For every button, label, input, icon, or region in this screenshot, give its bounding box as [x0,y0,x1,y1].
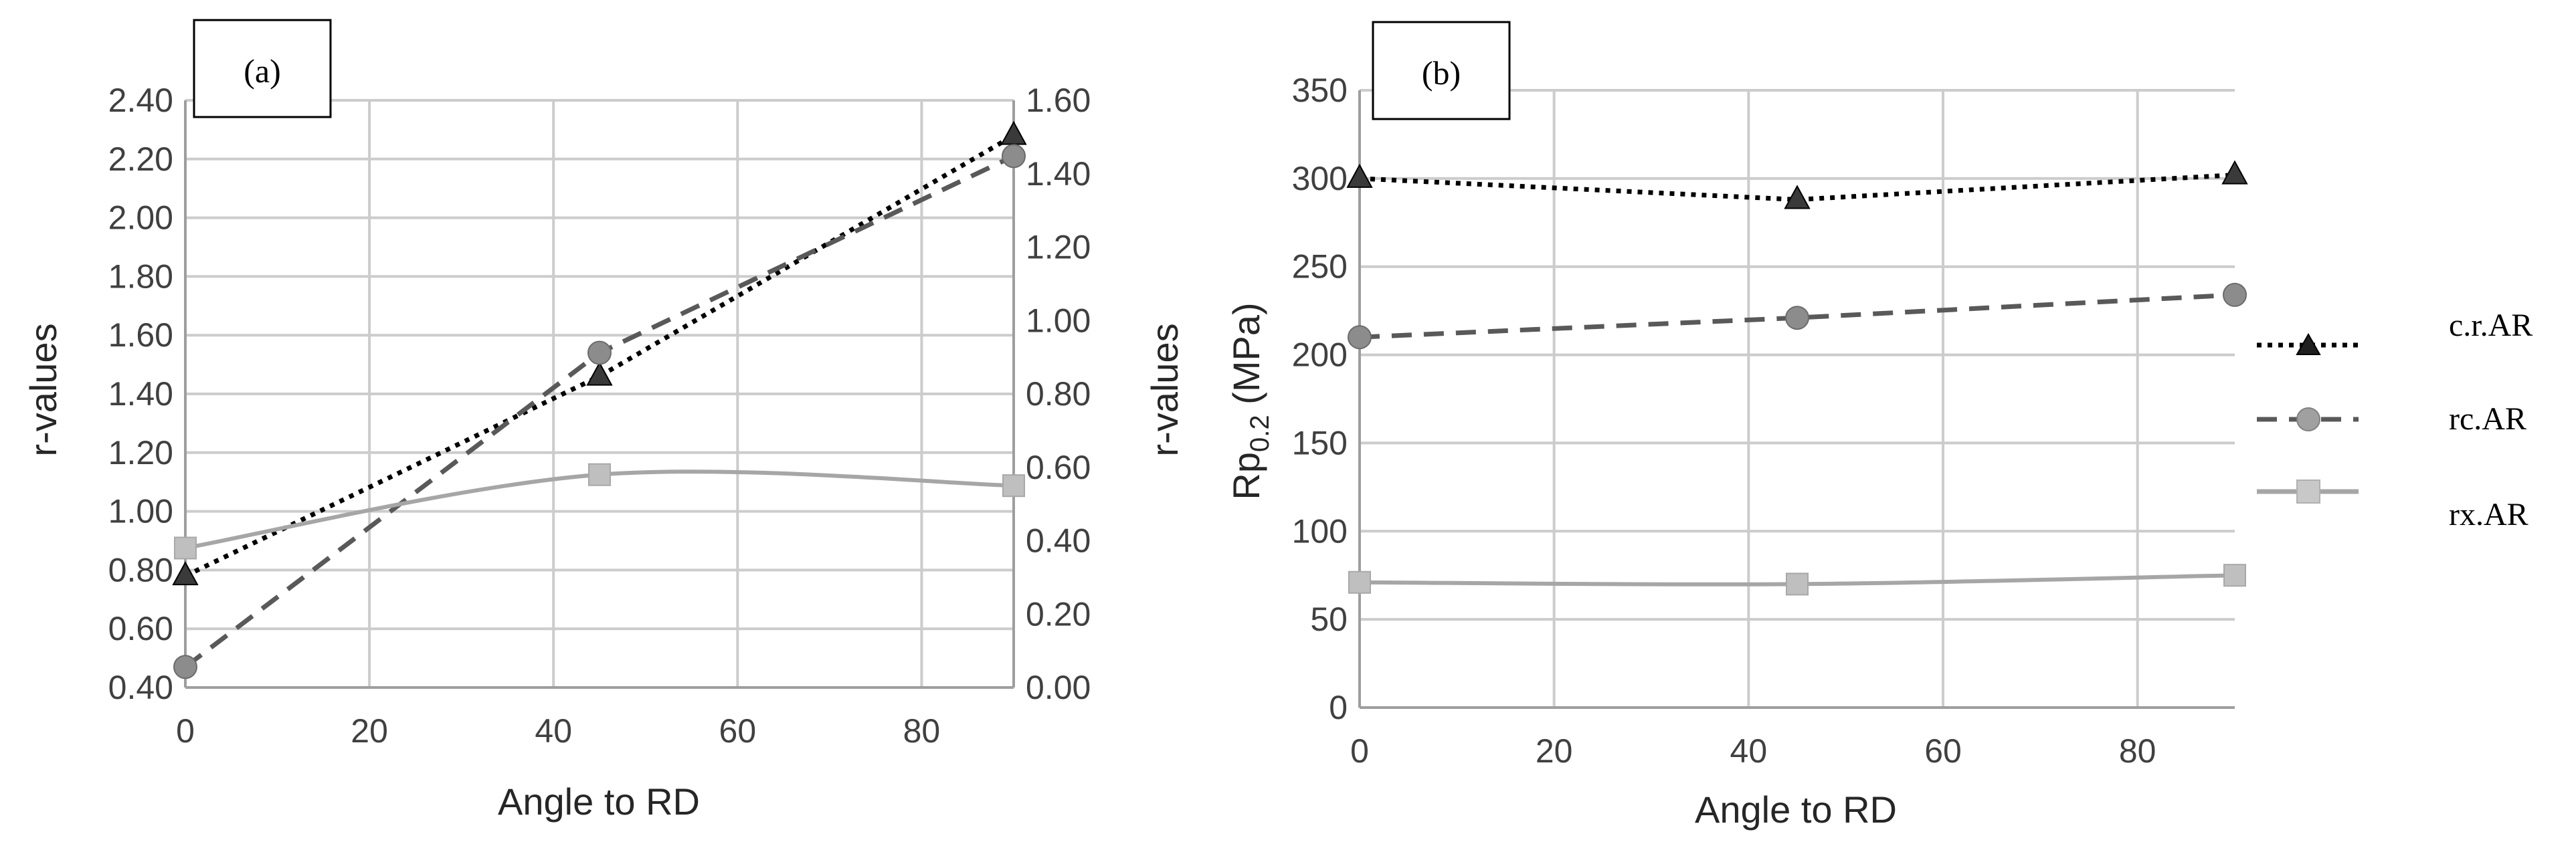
x-tick-label: 60 [719,712,757,750]
x-tick-label: 20 [1536,732,1573,770]
data-point-rc-ar [1785,306,1809,330]
y2-axis-title: r-values [1143,323,1186,456]
y-tick-label: 100 [1292,512,1348,550]
series-line-rc-ar [1359,292,2235,340]
data-point-c-r-ar [1784,185,1811,209]
data-point-rx-ar [1002,474,1025,498]
y-tick-label: 1.80 [108,257,173,295]
y2-tick-label: 1.60 [1026,82,1091,119]
panel-label-box [193,19,332,118]
chart-panel-a: 0.40 0.60 0.80 1.00 1.20 1.40 1.60 1.80 2.00 2.20… [22,19,1186,823]
panel-label-box [1372,21,1511,120]
legend-label-c-r-ar: c.r.AR [2449,308,2533,343]
legend-marker-square [2296,480,2320,504]
legend: c.r.AR rc.AR rx.AR [2257,308,2533,532]
y-tick-label: 1.00 [108,493,173,530]
data-point-c-r-ar [2221,160,2248,185]
legend-label-rx-ar: rx.AR [2449,497,2528,532]
data-point-rc-ar [1348,325,1372,350]
y-axis-title-subscript: 0.2 [1245,415,1275,452]
y-tick-label: 300 [1292,160,1348,197]
legend-marker-triangle [2296,332,2321,355]
y-tick-label: 150 [1292,424,1348,461]
y-tick-label: 350 [1292,72,1348,109]
axes [1358,90,2235,709]
series-markers [1346,160,2248,596]
y2-tick-label: 0.20 [1026,595,1091,633]
x-axis-title: Angle to RD [1695,788,1897,831]
left-y-tick-labels: 0.40 0.60 0.80 1.00 1.20 1.40 1.60 1.80 2.00 2.20… [108,82,173,706]
panel-label: (a) [244,52,281,90]
y2-tick-label: 0.80 [1026,375,1091,413]
y-tick-label: 0.80 [108,551,173,589]
y-tick-label: 2.40 [108,82,173,119]
y2-tick-label: 0.00 [1026,669,1091,706]
x-tick-label: 80 [2119,732,2156,770]
x-tick-labels: 0 20 40 60 80 [176,712,940,750]
x-tick-label: 0 [176,712,195,750]
y-tick-label: 200 [1292,336,1348,374]
x-tick-label: 80 [903,712,941,750]
x-tick-label: 40 [535,712,572,750]
x-tick-label: 40 [1730,732,1768,770]
y-tick-label: 1.40 [108,375,173,413]
y-axis-title: r-values [22,323,64,456]
x-tick-label: 60 [1924,732,1962,770]
y-axis-title: Rp0.2 (MPa) [1225,302,1275,500]
data-point-rc-ar [1002,144,1026,169]
right-y-tick-labels: 0.00 0.20 0.40 0.60 0.80 1.00 1.20 1.40 1.60 [1026,82,1091,706]
y-tick-label: 2.00 [108,199,173,237]
data-point-rx-ar [1348,570,1371,594]
y-axis-title-unit: (MPa) [1225,302,1267,415]
y-axis-title-main: Rp [1225,452,1267,500]
y-tick-labels: 0 50 100 150 200 250 300 350 [1292,72,1348,726]
series-markers [172,120,1027,679]
series-line-c-r-ar [184,133,1015,578]
series-line-c-r-ar [1359,173,2235,203]
data-point-c-r-ar [172,561,199,586]
data-point-c-r-ar [1346,163,1373,188]
chart-panel-b: 0 50 100 150 200 250 300 350 0 20 40 60 80 Angle to… [1225,21,2248,831]
data-point-rx-ar [2223,564,2246,587]
data-point-rc-ar [173,655,197,679]
y-tick-label: 1.20 [108,434,173,471]
y-tick-label: 250 [1292,248,1348,286]
legend-label-rc-ar: rc.AR [2449,401,2526,437]
y2-tick-label: 0.60 [1026,449,1091,486]
data-point-rx-ar [1786,572,1809,596]
y-tick-label: 0.40 [108,669,173,706]
x-tick-label: 0 [1350,732,1369,770]
y2-tick-label: 1.00 [1026,302,1091,339]
x-axis-title: Angle to RD [498,780,700,823]
panel-label: (b) [1422,54,1461,92]
data-point-rc-ar [2223,282,2247,307]
y2-tick-label: 1.40 [1026,155,1091,193]
x-tick-labels: 0 20 40 60 80 [1350,732,2156,770]
y-tick-label: 2.20 [108,140,173,178]
y-tick-label: 0 [1329,689,1348,726]
axes [184,100,1015,689]
y-tick-label: 1.60 [108,316,173,354]
y-tick-label: 0.60 [108,610,173,647]
y-tick-label: 50 [1310,601,1348,638]
grid [1360,89,2235,708]
data-point-rx-ar [588,463,611,486]
data-point-rx-ar [174,536,197,560]
y2-tick-label: 0.40 [1026,522,1091,560]
x-tick-label: 20 [351,712,388,750]
legend-marker-circle [2296,407,2320,431]
data-point-c-r-ar [586,361,613,386]
data-point-rc-ar [587,340,612,365]
y2-tick-label: 1.20 [1026,229,1091,266]
